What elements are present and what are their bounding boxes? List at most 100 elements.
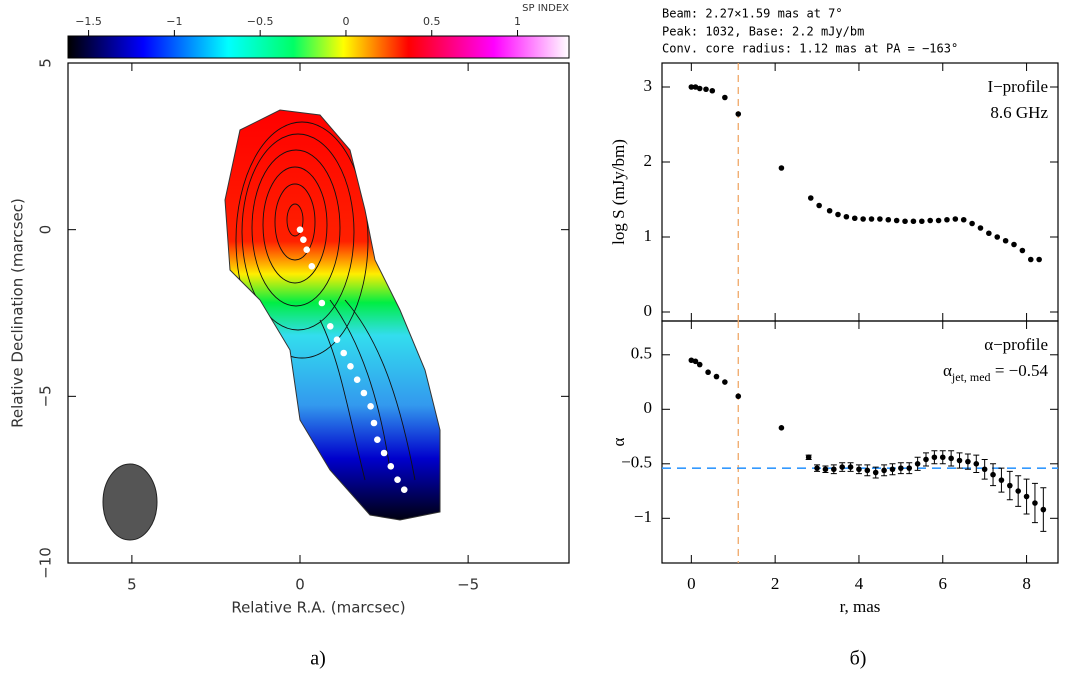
- point: [953, 216, 959, 222]
- y-tick-label: 3: [644, 76, 653, 95]
- y-axis-label: Relative Declination (marcsec): [9, 198, 27, 428]
- point: [994, 234, 1000, 240]
- ridge-point: [401, 486, 408, 493]
- point: [1011, 242, 1017, 248]
- point: [839, 464, 845, 470]
- point: [978, 225, 984, 231]
- point: [948, 456, 954, 462]
- point: [944, 217, 950, 223]
- ridge-point: [374, 436, 381, 443]
- point: [1041, 507, 1047, 513]
- point: [898, 465, 904, 471]
- point: [911, 218, 917, 224]
- point: [969, 221, 975, 227]
- point: [835, 212, 841, 218]
- x-tick-label: 5: [127, 576, 137, 594]
- ridge-point: [347, 363, 354, 370]
- y-tick-label: −0.5: [621, 453, 652, 472]
- ridge-point: [303, 246, 310, 253]
- point: [823, 466, 829, 472]
- ridge-point: [367, 403, 374, 410]
- x-tick-label: −5: [457, 576, 479, 594]
- point: [735, 111, 741, 117]
- annotation-part: = −0.54: [991, 361, 1049, 380]
- ridge-point: [308, 263, 315, 270]
- ridge-point: [334, 336, 341, 343]
- point: [1028, 257, 1034, 263]
- x-tick-label: 2: [771, 574, 780, 593]
- point: [973, 461, 979, 467]
- annotation-part: α: [943, 361, 952, 380]
- point: [873, 470, 879, 476]
- point: [860, 216, 866, 222]
- y-tick-label: 0: [644, 301, 653, 320]
- point: [999, 477, 1005, 483]
- ridge-point: [381, 450, 388, 457]
- point: [831, 466, 837, 472]
- point: [919, 218, 925, 224]
- point: [1032, 500, 1038, 506]
- point: [1015, 488, 1021, 494]
- point: [697, 86, 703, 92]
- x-axis-label: r, mas: [840, 597, 881, 616]
- point: [709, 88, 715, 94]
- point: [714, 374, 720, 380]
- point: [814, 465, 820, 471]
- y-tick-label: 0: [644, 398, 653, 417]
- colorbar: [68, 36, 569, 58]
- colorbar-tick-label: −0.5: [247, 15, 274, 28]
- ridge-point: [371, 420, 378, 427]
- point: [779, 165, 785, 171]
- annotation-sub: jet, med: [951, 370, 991, 384]
- point: [890, 466, 896, 472]
- point: [869, 216, 875, 222]
- y-axis-label: α: [609, 437, 628, 446]
- annotation: I−profile: [987, 77, 1048, 96]
- annotation: α−profile: [984, 335, 1048, 354]
- caption: а): [310, 648, 326, 670]
- point: [1003, 238, 1009, 244]
- colorbar-tick-label: −1: [166, 15, 182, 28]
- point: [827, 208, 833, 214]
- annotation: 8.6 GHz: [990, 103, 1048, 122]
- point: [915, 461, 921, 467]
- point: [982, 466, 988, 472]
- ridge-point: [300, 236, 307, 243]
- x-axis-label: Relative R.A. (marcsec): [231, 599, 405, 617]
- ridge-point: [387, 463, 394, 470]
- x-tick-label: 0: [295, 576, 305, 594]
- y-tick-label: 0.5: [631, 344, 652, 363]
- point: [844, 214, 850, 220]
- y-tick-label: 0: [37, 225, 55, 235]
- point: [848, 464, 854, 470]
- point: [808, 195, 814, 201]
- point: [705, 369, 711, 375]
- ridge-point: [297, 226, 304, 233]
- point: [856, 466, 862, 472]
- point: [932, 454, 938, 460]
- point: [923, 457, 929, 463]
- top-frame: [662, 63, 1058, 321]
- point: [936, 218, 942, 224]
- ridge-point: [394, 476, 401, 483]
- ridge-point: [354, 376, 361, 383]
- point: [1024, 494, 1030, 500]
- point: [865, 468, 871, 474]
- ridge-point: [361, 390, 368, 397]
- point: [722, 379, 728, 385]
- x-tick-label: 4: [855, 574, 864, 593]
- figure: Beam: 2.27×1.59 mas at 7° Peak: 1032, Ba…: [0, 0, 1072, 675]
- y-tick-label: 1: [644, 226, 653, 245]
- ridge-point: [319, 300, 326, 307]
- x-tick-label: 6: [939, 574, 948, 593]
- y-tick-label: −1: [634, 507, 652, 526]
- point: [779, 425, 785, 431]
- point: [806, 454, 812, 460]
- point: [990, 472, 996, 478]
- y-tick-label: −5: [37, 385, 55, 407]
- point: [816, 203, 822, 209]
- header-line: Peak: 1032, Base: 2.2 mJy/bm: [662, 25, 864, 39]
- point: [965, 459, 971, 465]
- point: [986, 230, 992, 236]
- point: [703, 86, 709, 92]
